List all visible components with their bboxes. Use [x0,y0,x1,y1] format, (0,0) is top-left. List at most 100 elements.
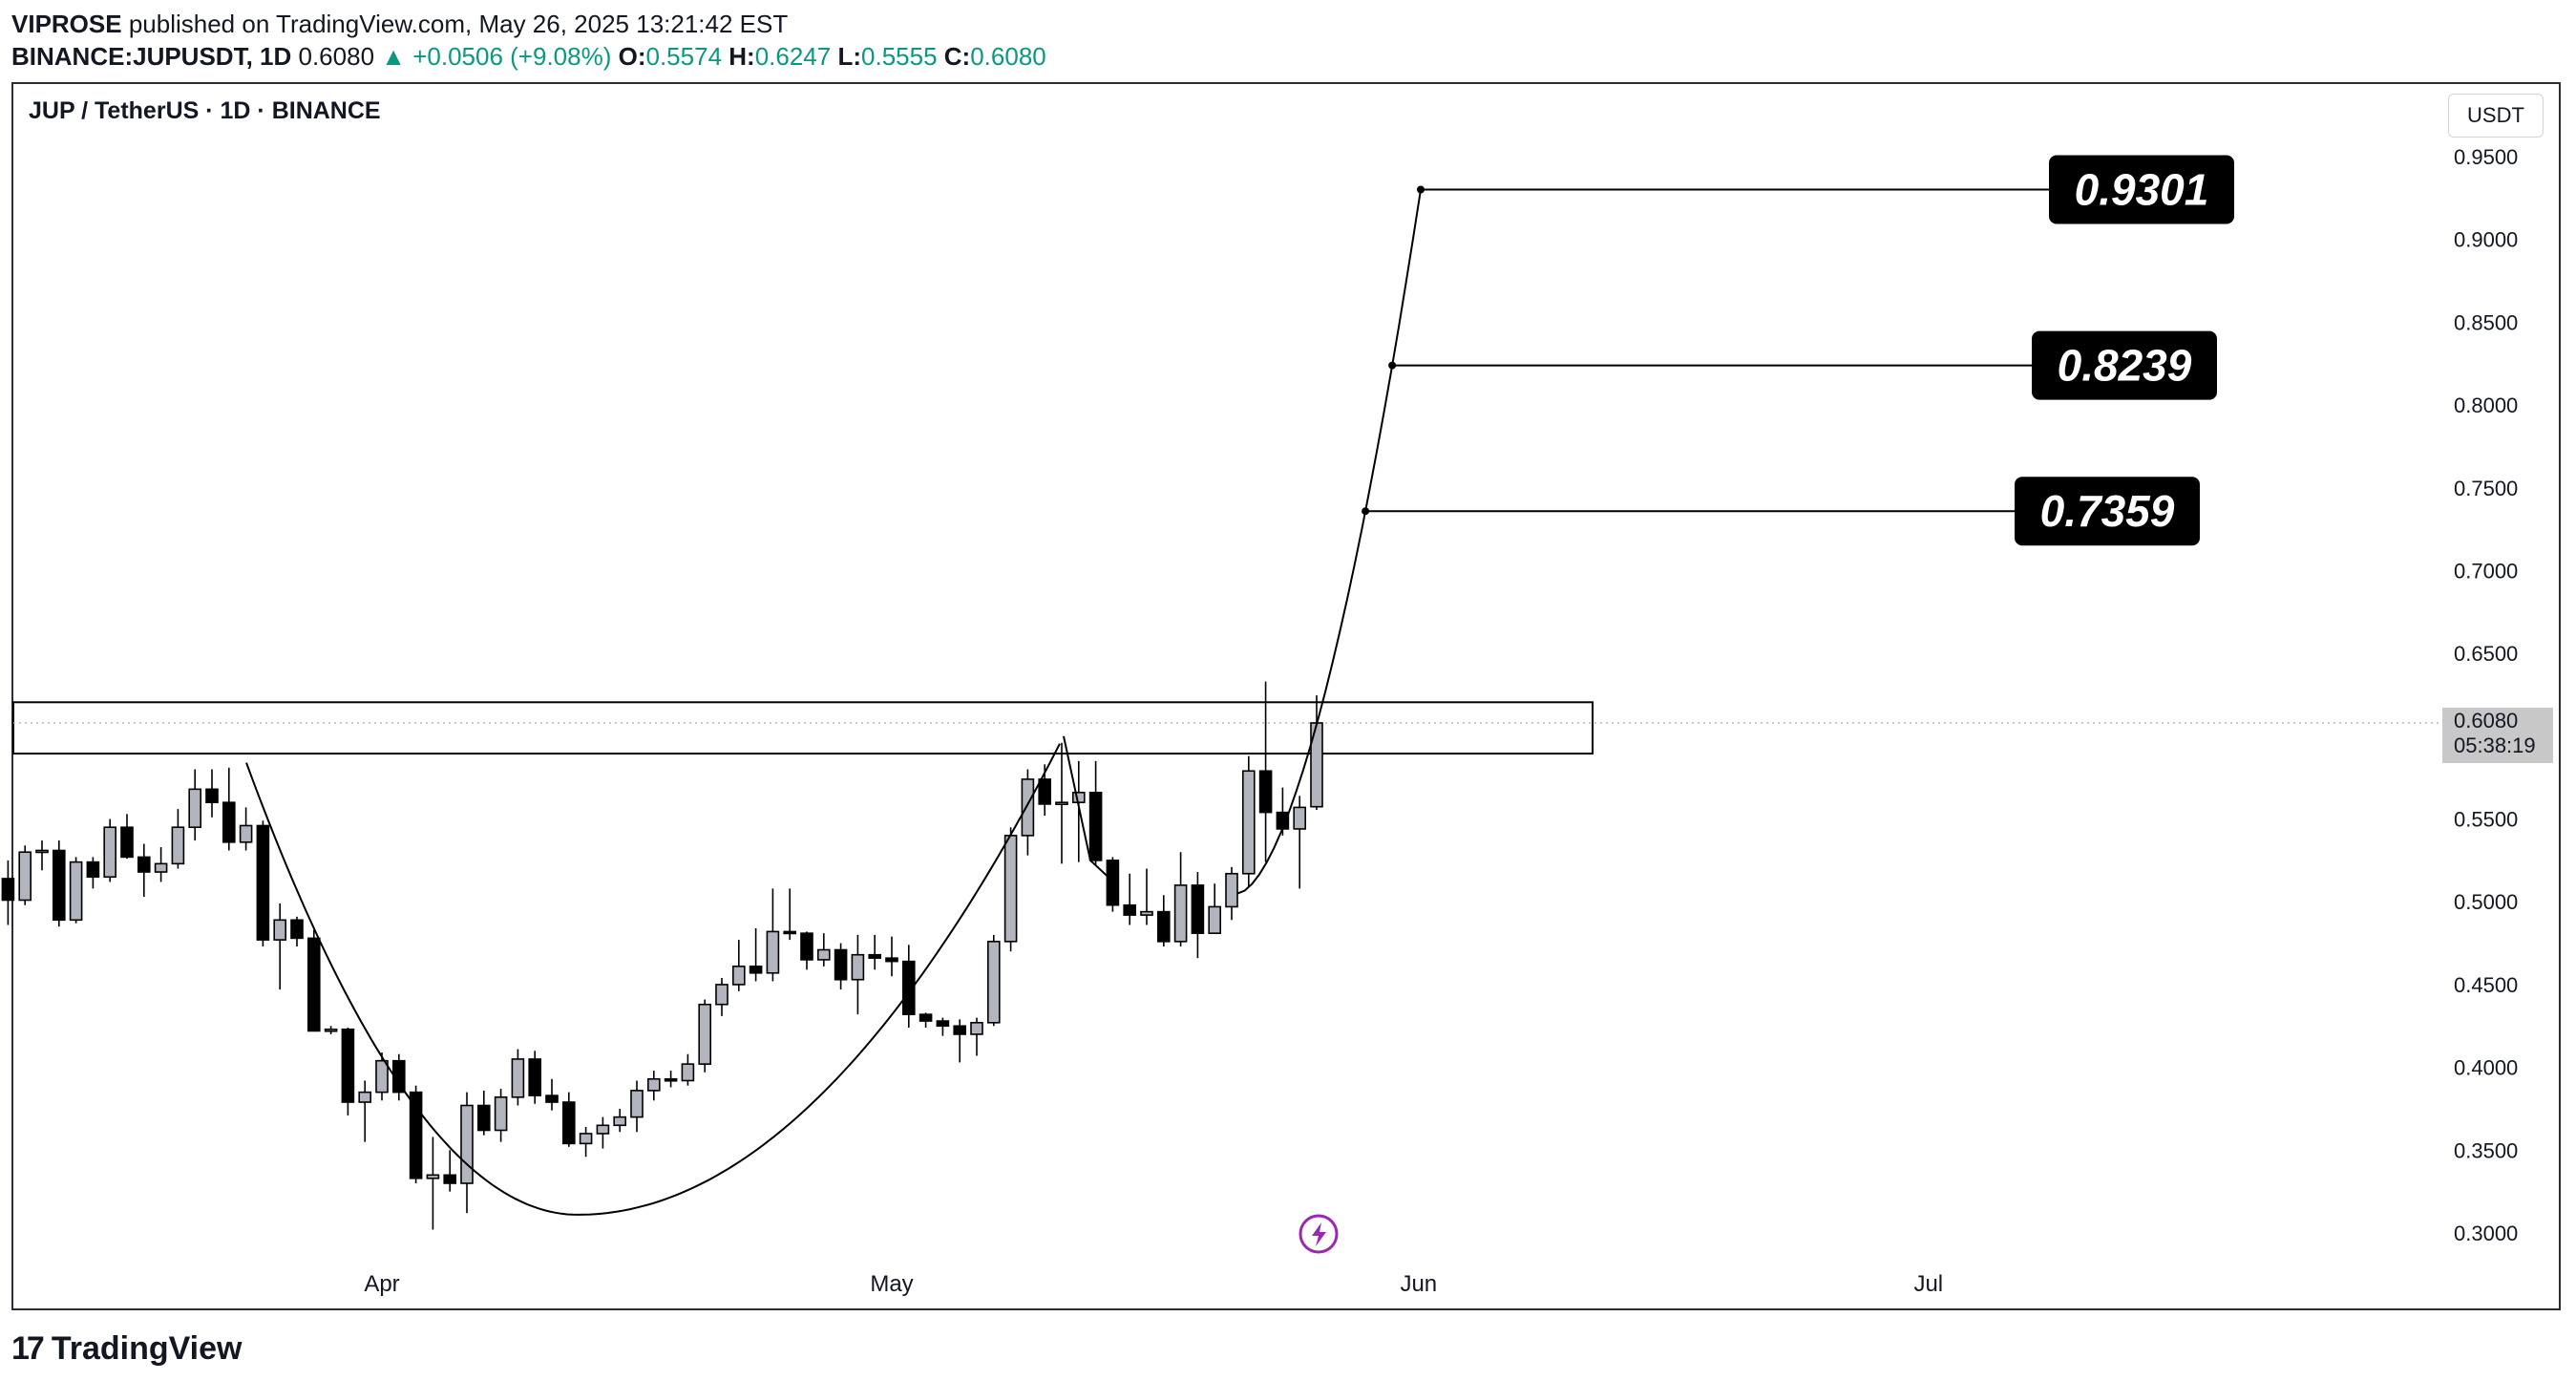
open-label: O: [618,42,646,71]
author-name: VIPROSE [11,10,122,38]
candle-down [1,878,15,902]
target-label: 0.8239 [2058,341,2192,391]
candle-up [630,1090,644,1118]
candle-up [324,1028,338,1032]
candle-down [1123,903,1136,916]
candle-up [1173,884,1188,943]
low-label: L: [837,42,862,71]
candle-up [511,1058,525,1098]
publish-info: VIPROSE published on TradingView.com, Ma… [11,8,788,40]
price-axis-label: 0.4000 [2454,1056,2518,1080]
candle-up [613,1115,627,1127]
price-axis-label: 0.3000 [2454,1222,2518,1245]
cup-curve [245,743,1061,1216]
candle-up [1242,770,1256,875]
flash-icon[interactable] [1299,1214,1339,1254]
candle-up [375,1059,389,1094]
candle-down [936,1020,950,1028]
candle-down [918,1013,933,1022]
high-value: 0.6247 [754,42,832,71]
candle-up [646,1077,661,1092]
candle-down [391,1059,406,1094]
close-label: C: [943,42,971,71]
tradingview-logo[interactable]: 17 TradingView [11,1329,242,1368]
candle-down [256,824,270,941]
projection-curve [1236,189,1422,895]
target-dot [1362,507,1370,516]
candle-down [1157,910,1171,943]
candle-down [901,960,916,1015]
candle-up [239,824,253,843]
candle-down [1191,884,1205,934]
time-axis-label: Apr [364,1271,399,1297]
candle-up [766,930,780,974]
candle-up [816,948,831,961]
candle-up [188,788,201,829]
target-dot [1417,185,1425,194]
candle-down [443,1174,457,1184]
candle-down [306,937,321,1032]
price-axis-label: 0.8500 [2454,310,2518,334]
candle-up [1055,801,1068,806]
price-axis-label: 0.5500 [2454,808,2518,832]
candle-down [137,856,151,873]
candle-down [800,932,813,961]
target-label-box [2015,477,2200,546]
low-value: 0.5555 [861,42,938,71]
ohlc-bar: BINANCE:JUPUSDT, 1D 0.6080 ▲ +0.0506 (+9… [11,40,1046,73]
candle-down [783,930,797,935]
candle-up [1208,905,1221,934]
candle-up [698,1003,712,1065]
candle-up [681,1063,695,1082]
candle-down [561,1101,576,1145]
candle-up [1072,791,1086,804]
candle-up [596,1124,610,1135]
candle-down [86,860,100,879]
candle-down [409,1091,423,1179]
price-axis-label: 0.7000 [2454,559,2518,583]
target-dot [1388,361,1397,370]
candle-up [35,849,49,854]
candle-up [1293,806,1306,830]
candle-up [1021,778,1035,837]
candle-down [205,788,219,803]
published-text: published on TradingView.com, May 26, 20… [128,10,789,38]
resistance-zone [12,701,1594,755]
currency-button[interactable]: USDT [2448,94,2544,138]
candle-down [868,953,882,959]
candle-down [222,801,236,843]
target-label: 0.9301 [2075,165,2209,215]
candle-down [1258,770,1273,814]
candle-up [18,851,32,902]
candle-up [273,919,287,941]
chart-frame[interactable] [11,82,2561,1310]
tradingview-logo-text: TradingView [51,1329,243,1367]
time-axis-label: Jun [1400,1271,1437,1297]
candle-up [851,953,865,981]
target-label: 0.7359 [2040,486,2175,536]
candle-down [1038,778,1051,805]
price-axis-label: 0.9500 [2454,145,2518,169]
candle-up [69,860,83,922]
candle-up [715,984,728,1006]
time-axis-label: May [870,1271,913,1297]
price-axis-label: 0.3500 [2454,1138,2518,1162]
candle-up [103,826,116,879]
target-label-box [2049,155,2234,224]
bar-countdown-label: 05:38:19 [2454,733,2536,757]
price-change: ▲ +0.0506 (+9.08%) [381,42,612,71]
candle-down [749,966,763,974]
candle-up [579,1133,593,1145]
close-value: 0.6080 [970,42,1046,71]
chart-title: JUP / TetherUS · 1D · BINANCE [29,97,381,124]
candle-down [953,1025,967,1035]
candle-up [970,1022,983,1035]
open-value: 0.5574 [645,42,723,71]
last-price: 0.6080 [298,42,375,71]
candle-down [664,1077,678,1082]
candle-down [1088,791,1103,861]
candle-down [52,849,66,922]
candle-up [460,1104,474,1184]
candle-up [494,1096,508,1132]
